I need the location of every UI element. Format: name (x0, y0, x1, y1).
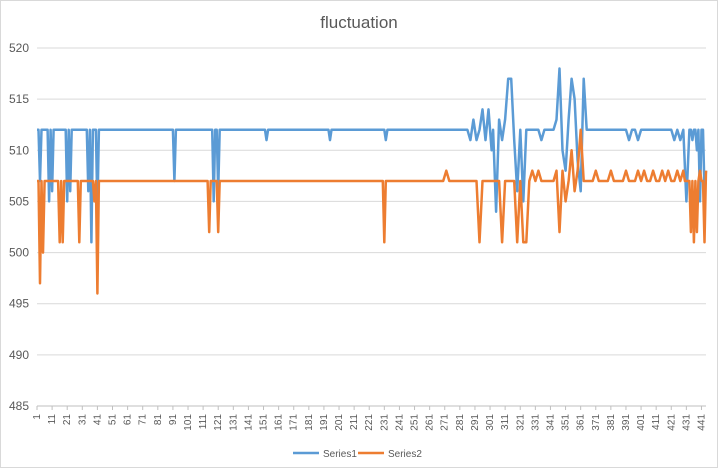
x-tick-label: 421 (666, 414, 677, 431)
x-tick-label: 291 (470, 414, 481, 431)
x-tick-label: 111 (198, 414, 209, 430)
legend-label: Series1 (323, 449, 357, 460)
x-tick-label: 331 (530, 414, 541, 431)
x-tick-label: 351 (561, 414, 572, 431)
x-tick-label: 251 (410, 414, 421, 431)
x-tick-label: 171 (289, 414, 300, 431)
y-tick-label: 490 (9, 348, 29, 362)
x-tick-label: 371 (591, 414, 602, 431)
x-tick-label: 91 (168, 414, 179, 426)
x-tick-label: 271 (440, 414, 451, 431)
x-tick-label: 441 (696, 414, 707, 431)
x-tick-label: 151 (259, 414, 270, 431)
x-tick-label: 231 (379, 414, 390, 431)
x-tick-label: 71 (138, 414, 149, 426)
legend-label: Series2 (388, 449, 422, 460)
x-tick-label: 201 (334, 414, 345, 431)
y-tick-label: 520 (9, 41, 29, 55)
x-tick-label: 361 (576, 414, 587, 431)
series-line-1 (37, 67, 708, 244)
x-tick-label: 411 (651, 414, 662, 430)
x-tick-label: 101 (183, 414, 194, 431)
y-tick-label: 505 (9, 194, 29, 208)
x-tick-label: 11 (47, 414, 58, 425)
series-lines (37, 67, 708, 295)
x-tick-label: 381 (606, 414, 617, 431)
x-tick-label: 61 (123, 414, 134, 426)
x-tick-label: 311 (500, 414, 511, 430)
y-tick-label: 510 (9, 143, 29, 157)
x-tick-label: 281 (455, 414, 466, 431)
x-tick-label: 431 (681, 414, 692, 431)
x-tick-label: 121 (213, 414, 224, 431)
x-tick-label: 81 (153, 414, 164, 426)
legend: Series1 Series2 (293, 449, 422, 460)
grid-lines (37, 47, 706, 407)
x-tick-label: 161 (274, 414, 285, 431)
x-axis-ticks: 1 11 21 31 41 51 61 71 81 91 101 111 121 131 141 151 161… (32, 406, 707, 431)
chart-title: fluctuation (320, 13, 398, 32)
x-tick-label: 41 (92, 414, 103, 426)
x-tick-label: 1 (32, 414, 43, 420)
x-tick-label: 321 (515, 414, 526, 431)
y-tick-label: 495 (9, 297, 29, 311)
x-tick-label: 51 (108, 414, 119, 426)
x-tick-label: 211 (349, 414, 360, 430)
x-tick-label: 31 (77, 414, 88, 426)
x-tick-label: 261 (425, 414, 436, 431)
series-line-2 (37, 128, 708, 295)
x-tick-label: 131 (228, 414, 239, 431)
y-tick-label: 500 (9, 246, 29, 260)
x-tick-label: 181 (304, 414, 315, 431)
y-tick-label: 485 (9, 399, 29, 413)
x-tick-label: 341 (545, 414, 556, 431)
y-tick-label: 515 (9, 92, 29, 106)
y-axis-ticks: 485 490 495 500 505 510 515 520 (9, 41, 29, 413)
x-tick-label: 21 (62, 414, 73, 426)
x-tick-label: 221 (364, 414, 375, 431)
x-tick-label: 241 (394, 414, 405, 431)
x-tick-label: 141 (243, 414, 254, 431)
x-tick-label: 191 (319, 414, 330, 431)
x-tick-label: 401 (636, 414, 647, 431)
x-tick-label: 391 (621, 414, 632, 431)
x-tick-label: 301 (485, 414, 496, 431)
